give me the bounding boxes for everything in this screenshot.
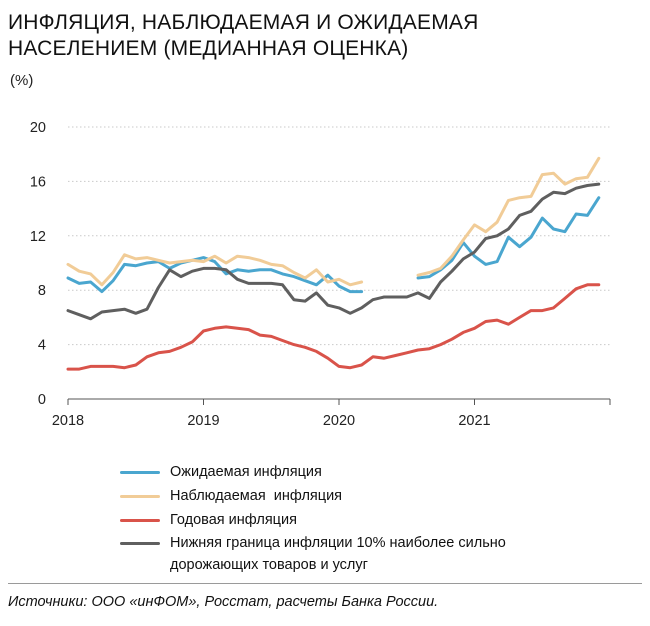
series-line-lower-bound [66, 182, 601, 321]
y-axis-unit: (%) [10, 72, 34, 89]
series-lines [66, 156, 601, 371]
y-tick-label-8: 8 [38, 283, 46, 299]
legend-item-annual: Годовая инфляция [120, 508, 506, 532]
y-tick-label-0: 0 [38, 392, 46, 408]
chart-title-line-2: НАСЕЛЕНИЕМ (МЕДИАННАЯ ОЦЕНКА) [8, 37, 409, 60]
legend-item-lower-bound: Нижняя граница инфляции 10% наиболее сил… [120, 532, 506, 576]
line-chart: 0 4 8 12 16 20 2018 2019 2020 2021 [30, 120, 611, 429]
legend-item-expected: Ожидаемая инфляция [120, 460, 506, 484]
legend-label-lower-bound-line-1: Нижняя граница инфляции 10% наиболее сил… [170, 535, 506, 551]
legend-swatch-observed [120, 495, 160, 498]
legend-label-expected: Ожидаемая инфляция [170, 464, 322, 480]
x-tick-label-2018: 2018 [52, 413, 84, 429]
source-note: Источники: ООО «инФОМ», Росстат, расчеты… [8, 594, 439, 610]
legend-label-annual: Годовая инфляция [170, 512, 297, 528]
y-tick-label-16: 16 [30, 174, 46, 190]
y-tick-label-4: 4 [38, 338, 46, 354]
legend: Ожидаемая инфляция Наблюдаемая инфляция … [120, 460, 506, 576]
series-line-expected [66, 196, 601, 294]
y-tick-label-12: 12 [30, 229, 46, 245]
x-tick-label-2021: 2021 [458, 413, 490, 429]
y-tick-labels: 0 4 8 12 16 20 [30, 120, 46, 408]
chart-title: ИНФЛЯЦИЯ, НАБЛЮДАЕМАЯ И ОЖИДАЕМАЯ НАСЕЛЕ… [8, 10, 479, 62]
x-axis: 2018 2019 2020 2021 [52, 398, 611, 429]
legend-swatch-annual [120, 519, 160, 522]
legend-swatch-lower-bound [120, 542, 160, 545]
legend-label-lower-bound-line-2: дорожающих товаров и услуг [170, 557, 368, 573]
y-tick-label-20: 20 [30, 120, 46, 136]
series-line-annual [66, 283, 601, 371]
chart-title-line-1: ИНФЛЯЦИЯ, НАБЛЮДАЕМАЯ И ОЖИДАЕМАЯ [8, 11, 479, 34]
x-tick-label-2019: 2019 [187, 413, 219, 429]
legend-label-observed: Наблюдаемая инфляция [170, 488, 343, 504]
divider [8, 583, 642, 584]
legend-swatch-expected [120, 471, 160, 474]
legend-item-observed: Наблюдаемая инфляция [120, 484, 506, 508]
series-line-observed [66, 156, 601, 287]
x-tick-label-2020: 2020 [323, 413, 355, 429]
